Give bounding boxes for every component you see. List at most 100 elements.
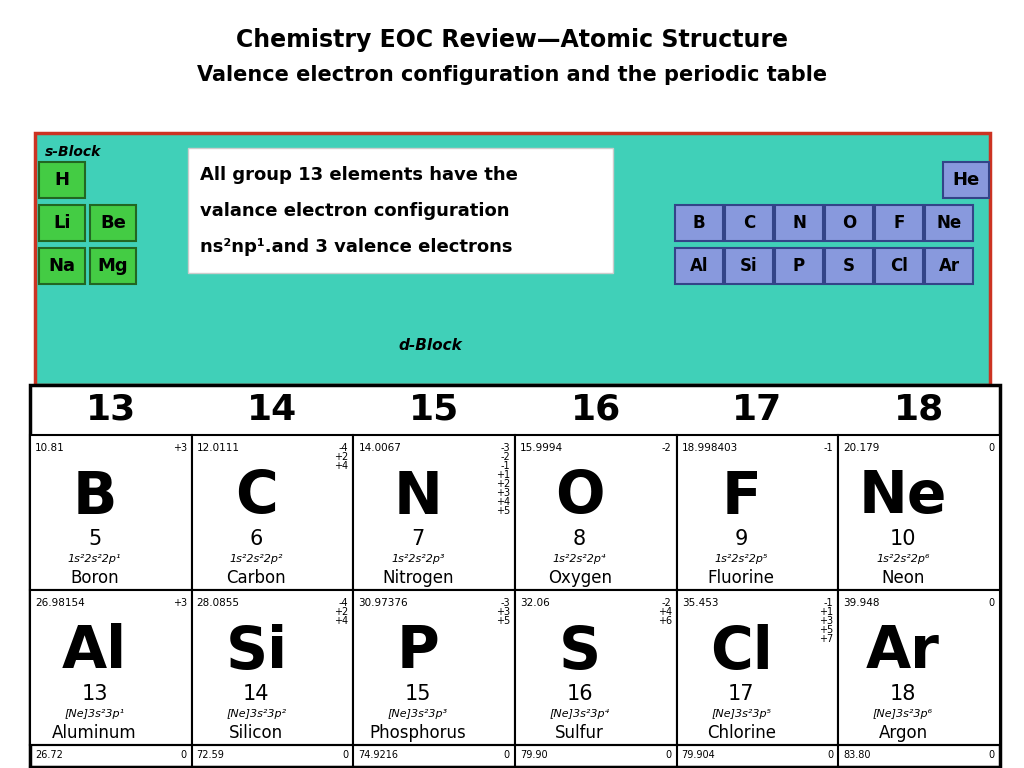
Text: 17: 17 — [732, 393, 782, 427]
FancyBboxPatch shape — [825, 248, 873, 284]
Text: 1s²2s²2p³: 1s²2s²2p³ — [391, 554, 444, 564]
FancyBboxPatch shape — [675, 205, 723, 241]
Text: 39.948: 39.948 — [844, 598, 880, 608]
Text: [Ne]3s²3p⁴: [Ne]3s²3p⁴ — [550, 709, 609, 719]
Text: B: B — [73, 468, 117, 525]
Text: 32.06: 32.06 — [520, 598, 550, 608]
Text: N: N — [792, 214, 806, 232]
Text: -2: -2 — [662, 443, 672, 453]
Text: +5: +5 — [496, 616, 510, 626]
FancyBboxPatch shape — [353, 435, 515, 590]
Text: 1s²2s²2p⁵: 1s²2s²2p⁵ — [715, 554, 768, 564]
Text: O: O — [555, 468, 604, 525]
Text: H: H — [54, 171, 70, 189]
Text: 14: 14 — [248, 393, 298, 427]
Text: 12.0111: 12.0111 — [197, 443, 240, 453]
Text: Ar: Ar — [866, 624, 940, 680]
FancyBboxPatch shape — [839, 435, 1000, 590]
Text: Cl: Cl — [890, 257, 908, 275]
FancyBboxPatch shape — [191, 435, 353, 590]
Text: S: S — [843, 257, 855, 275]
Text: Si: Si — [740, 257, 758, 275]
FancyBboxPatch shape — [775, 205, 823, 241]
Text: 79.904: 79.904 — [682, 750, 716, 760]
Text: Be: Be — [100, 214, 126, 232]
Text: [Ne]3s²3p¹: [Ne]3s²3p¹ — [65, 709, 125, 719]
Text: 14.0067: 14.0067 — [358, 443, 401, 453]
Text: 16: 16 — [570, 393, 621, 427]
Text: -3: -3 — [501, 443, 510, 453]
Text: +1: +1 — [819, 607, 834, 617]
Text: 35.453: 35.453 — [682, 598, 718, 608]
FancyBboxPatch shape — [515, 590, 677, 745]
FancyBboxPatch shape — [874, 248, 923, 284]
FancyBboxPatch shape — [775, 248, 823, 284]
Text: 10: 10 — [890, 529, 916, 549]
Text: Fluorine: Fluorine — [708, 568, 775, 587]
Text: F: F — [893, 214, 904, 232]
Text: 0: 0 — [989, 598, 995, 608]
Text: +5: +5 — [819, 625, 834, 635]
Text: 16: 16 — [566, 684, 593, 703]
Text: +4: +4 — [496, 497, 510, 507]
Text: +3: +3 — [496, 607, 510, 617]
Text: +1: +1 — [496, 470, 510, 480]
FancyBboxPatch shape — [90, 248, 136, 284]
Text: 8: 8 — [573, 529, 586, 549]
FancyBboxPatch shape — [675, 248, 723, 284]
Text: +3: +3 — [496, 488, 510, 498]
Text: 79.90: 79.90 — [520, 750, 548, 760]
Text: 0: 0 — [827, 750, 834, 760]
Text: P: P — [793, 257, 805, 275]
Text: Ne: Ne — [936, 214, 962, 232]
Text: 14: 14 — [243, 684, 269, 703]
Text: 74.9216: 74.9216 — [358, 750, 398, 760]
Text: 26.98154: 26.98154 — [35, 598, 85, 608]
FancyBboxPatch shape — [925, 248, 973, 284]
Text: Oxygen: Oxygen — [548, 568, 611, 587]
FancyBboxPatch shape — [677, 590, 839, 745]
Text: +7: +7 — [819, 634, 834, 644]
Text: C: C — [742, 214, 755, 232]
Text: +2: +2 — [334, 607, 348, 617]
Text: 18: 18 — [890, 684, 916, 703]
Text: N: N — [393, 468, 442, 525]
Text: 0: 0 — [180, 750, 186, 760]
FancyBboxPatch shape — [825, 205, 873, 241]
Text: 15: 15 — [404, 684, 431, 703]
Text: Boron: Boron — [71, 568, 119, 587]
FancyBboxPatch shape — [353, 590, 515, 745]
Text: +4: +4 — [334, 616, 348, 626]
Text: 0: 0 — [989, 443, 995, 453]
Text: 72.59: 72.59 — [197, 750, 224, 760]
Text: 30.97376: 30.97376 — [358, 598, 408, 608]
Text: [Ne]3s²3p⁵: [Ne]3s²3p⁵ — [712, 709, 771, 719]
Text: 5: 5 — [88, 529, 101, 549]
Text: +4: +4 — [334, 461, 348, 471]
Text: -2: -2 — [662, 598, 672, 608]
FancyBboxPatch shape — [39, 205, 85, 241]
Text: -4: -4 — [339, 443, 348, 453]
Text: -3: -3 — [501, 598, 510, 608]
Text: +2: +2 — [496, 479, 510, 489]
FancyBboxPatch shape — [725, 248, 773, 284]
Text: 0: 0 — [342, 750, 348, 760]
Text: -4: -4 — [339, 598, 348, 608]
Text: -1: -1 — [823, 598, 834, 608]
FancyBboxPatch shape — [839, 590, 1000, 745]
Text: Nitrogen: Nitrogen — [382, 568, 454, 587]
Text: -2: -2 — [501, 452, 510, 462]
Text: +5: +5 — [496, 506, 510, 516]
Text: -1: -1 — [501, 461, 510, 471]
Text: Chemistry EOC Review—Atomic Structure: Chemistry EOC Review—Atomic Structure — [236, 28, 788, 52]
Text: Sulfur: Sulfur — [555, 723, 604, 742]
Text: 18: 18 — [894, 393, 944, 427]
Text: P: P — [396, 624, 439, 680]
Text: 10.81: 10.81 — [35, 443, 65, 453]
Text: 6: 6 — [250, 529, 263, 549]
Text: Si: Si — [225, 624, 288, 680]
Text: [Ne]3s²3p⁶: [Ne]3s²3p⁶ — [872, 709, 933, 719]
Text: -1: -1 — [823, 443, 834, 453]
Text: valance electron configuration: valance electron configuration — [200, 202, 510, 220]
Text: d-Block: d-Block — [398, 337, 462, 353]
